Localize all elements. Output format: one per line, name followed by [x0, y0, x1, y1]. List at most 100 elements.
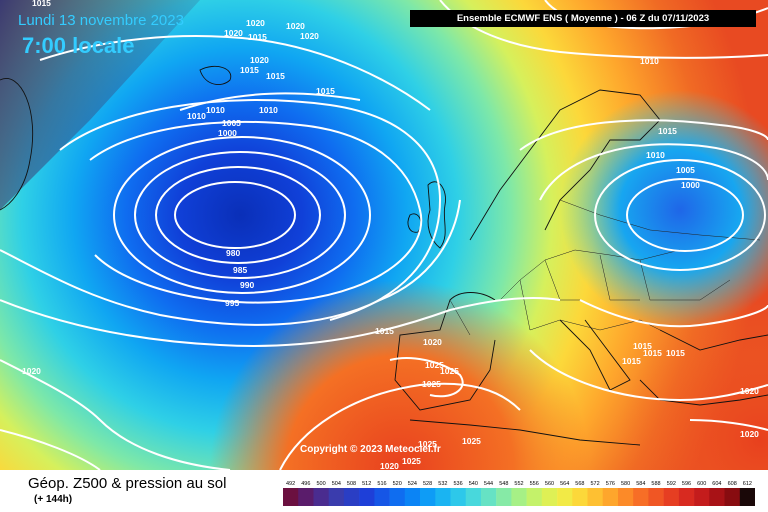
- scale-tick-label: 548: [499, 481, 508, 487]
- scale-swatch: [450, 488, 466, 506]
- scale-swatch: [283, 488, 299, 506]
- scale-tick-label: 600: [697, 481, 706, 487]
- isobar-label: 1020: [250, 55, 269, 65]
- isobar-label: 990: [240, 280, 254, 290]
- weather-map: 1015 1020 1015 1020 1020 1020 1020 1015 …: [0, 0, 768, 470]
- scale-swatch: [420, 488, 436, 506]
- isobar-labels: 1015 1020 1015 1020 1020 1020 1020 1015 …: [22, 0, 759, 470]
- isobar-label: 1005: [222, 118, 241, 128]
- scale-tick-label: 512: [362, 481, 371, 487]
- isobar-label: 1000: [681, 180, 700, 190]
- scale-swatch: [709, 488, 725, 506]
- scale-tick-label: 508: [347, 481, 356, 487]
- isobar-label: 1015: [32, 0, 51, 8]
- scale-tick-label: 580: [621, 481, 630, 487]
- scale-swatch: [298, 488, 314, 506]
- scale-tick-label: 520: [393, 481, 402, 487]
- forecast-range: (+ 144h): [34, 494, 73, 505]
- scale-swatch: [404, 488, 421, 506]
- scale-swatch: [572, 488, 588, 506]
- isobar-label: 1025: [418, 439, 437, 449]
- country-borders: [449, 199, 761, 336]
- scale-tick-label: 564: [560, 481, 569, 487]
- isobar-label: 1015: [375, 326, 394, 336]
- coastlines: [0, 66, 768, 446]
- scale-swatch: [724, 488, 740, 506]
- scale-tick-label: 544: [484, 481, 493, 487]
- scale-swatch: [328, 488, 345, 506]
- scale-tick-label: 516: [377, 481, 386, 487]
- isobar-label: 1015: [666, 348, 685, 358]
- isobar-label: 1020: [740, 386, 759, 396]
- scale-tick-label: 604: [712, 481, 721, 487]
- isobar-label: 1015: [633, 341, 652, 351]
- scale-swatch: [694, 488, 710, 506]
- scale-swatch: [496, 488, 512, 506]
- isobar-label: 1015: [316, 86, 335, 96]
- scale-tick-label: 584: [636, 481, 645, 487]
- scale-swatch: [465, 488, 482, 506]
- scale-swatch: [374, 488, 390, 506]
- scale-tick-label: 556: [530, 481, 539, 487]
- isobar-label: 1015: [248, 32, 267, 42]
- scale-swatch: [739, 488, 755, 506]
- scale-swatch: [541, 488, 558, 506]
- isobar-label: 985: [233, 265, 247, 275]
- isobar-label: 1020: [380, 461, 399, 470]
- isobar-label: 1025: [462, 436, 481, 446]
- isobar-label: 980: [226, 248, 240, 258]
- scale-swatch: [313, 488, 329, 506]
- isobar-label: 1025: [402, 456, 421, 466]
- northwest-dark-region: [0, 0, 200, 210]
- scale-swatch: [618, 488, 634, 506]
- scale-tick-label: 528: [423, 481, 432, 487]
- scale-tick-label: 560: [545, 481, 554, 487]
- scale-tick-label: 608: [728, 481, 737, 487]
- isobar-label: 1025: [422, 379, 441, 389]
- scale-tick-label: 500: [317, 481, 326, 487]
- isobar-label: 1010: [259, 105, 278, 115]
- color-scale: 492 496 500 504 508 512 516 520 524 528 532 536 540 5…: [283, 481, 755, 506]
- scale-swatch: [435, 488, 451, 506]
- isobar-label: 1015: [658, 126, 677, 136]
- isobar-label: 1020: [423, 337, 442, 347]
- isobar-label: 1025: [425, 360, 444, 370]
- scale-swatch: [389, 488, 406, 506]
- scale-swatch: [343, 488, 360, 506]
- isobar-label: 1015: [240, 65, 259, 75]
- scale-tick-label: 540: [469, 481, 478, 487]
- scale-tick-label: 532: [438, 481, 447, 487]
- scale-swatch: [678, 488, 695, 506]
- isobar-label: 1005: [676, 165, 695, 175]
- forecast-date: Lundi 13 novembre 2023: [18, 12, 184, 29]
- copyright-text: Copyright © 2023 Meteociel.fr: [300, 444, 441, 455]
- isobar-label: 1020: [224, 28, 243, 38]
- scale-swatch: [648, 488, 664, 506]
- isobar-label: 1015: [266, 71, 285, 81]
- model-header: Ensemble ECMWF ENS ( Moyenne ) - 06 Z du…: [410, 10, 756, 27]
- isobars: [0, 0, 768, 470]
- scale-swatch: [587, 488, 603, 506]
- scale-tick-label: 568: [575, 481, 584, 487]
- scale-tick-label: 496: [301, 481, 310, 487]
- scale-swatch: [557, 488, 573, 506]
- scale-tick-label: 536: [454, 481, 463, 487]
- isobar-label: 1000: [218, 128, 237, 138]
- scale-tick-label: 592: [667, 481, 676, 487]
- forecast-time: 7:00 locale: [22, 33, 135, 58]
- isobar-label: 1020: [300, 31, 319, 41]
- scale-tick-label: 576: [606, 481, 615, 487]
- isobar-label: 1020: [246, 18, 265, 28]
- scale-tick-label: 596: [682, 481, 691, 487]
- isobar-label: 1020: [286, 21, 305, 31]
- scale-tick-label: 492: [286, 481, 295, 487]
- scale-swatch: [480, 488, 497, 506]
- scale-tick-label: 504: [332, 481, 341, 487]
- isobar-label: 1010: [206, 105, 225, 115]
- scale-tick-label: 524: [408, 481, 417, 487]
- scale-swatch: [511, 488, 527, 506]
- isobar-label: 1010: [646, 150, 665, 160]
- scale-swatch: [663, 488, 680, 506]
- scale-swatch: [633, 488, 649, 506]
- scale-tick-label: 552: [514, 481, 523, 487]
